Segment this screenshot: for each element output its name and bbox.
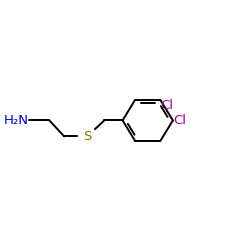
Text: Cl: Cl [160,99,173,112]
Text: H₂N: H₂N [4,114,29,127]
Text: Cl: Cl [173,114,186,127]
Text: S: S [83,130,91,143]
